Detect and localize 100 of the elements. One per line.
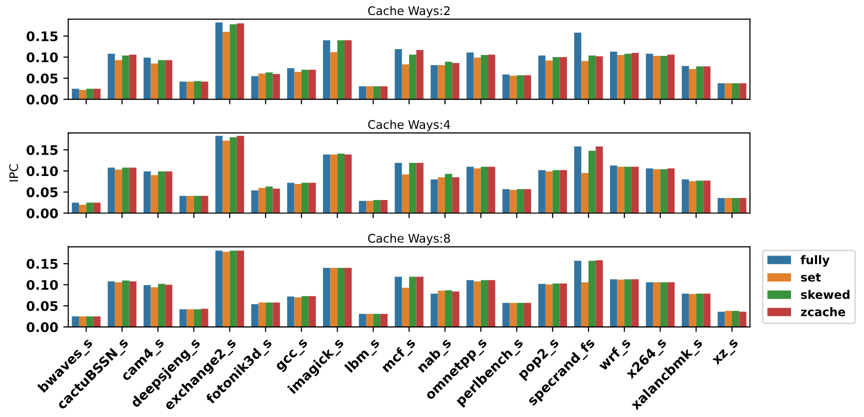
bar	[186, 196, 194, 214]
bar	[251, 76, 258, 100]
bar	[703, 180, 710, 214]
bar	[373, 314, 380, 327]
bar	[488, 54, 496, 100]
bar	[108, 168, 115, 214]
bar	[201, 308, 208, 327]
bar	[165, 284, 172, 327]
bar	[581, 60, 588, 100]
bar	[258, 74, 266, 100]
bar	[179, 196, 187, 214]
bar	[294, 297, 302, 327]
y-tick-label: 0.00	[26, 322, 58, 332]
bar	[344, 40, 352, 100]
bar	[502, 189, 510, 214]
y-tick-label: 0.05	[26, 301, 58, 312]
bar	[545, 60, 553, 100]
bar	[545, 284, 553, 327]
bar	[552, 57, 560, 100]
bar	[444, 62, 452, 100]
bar	[466, 52, 474, 100]
bar	[724, 83, 732, 100]
bar	[179, 82, 187, 100]
bar	[308, 182, 316, 214]
y-axis-title: IPC	[9, 164, 18, 182]
y-tick-label: 0.10	[26, 52, 58, 62]
bar	[596, 260, 603, 327]
bar	[366, 86, 374, 100]
bar	[682, 66, 689, 100]
bar	[266, 302, 273, 327]
bar	[610, 52, 618, 100]
bar	[272, 302, 280, 327]
bar	[409, 54, 416, 100]
bar	[72, 88, 80, 100]
bar	[158, 171, 166, 214]
bar	[474, 168, 481, 214]
bar	[272, 188, 280, 214]
bar	[402, 174, 410, 214]
bar	[488, 280, 496, 327]
bar	[574, 32, 582, 100]
bar	[430, 179, 438, 214]
bar	[322, 268, 330, 327]
bar	[524, 75, 532, 100]
bar	[230, 24, 237, 100]
bar	[222, 140, 230, 214]
bar	[150, 63, 158, 100]
bar	[438, 290, 445, 327]
chart-title: Cache Ways:2	[368, 6, 450, 18]
bar	[93, 202, 101, 214]
bar	[409, 276, 416, 327]
bar	[322, 154, 330, 214]
legend-label: fully	[800, 255, 830, 267]
bar	[438, 65, 445, 100]
bar	[480, 55, 488, 100]
bar	[724, 198, 732, 214]
bar	[366, 314, 374, 327]
bar	[624, 166, 632, 214]
bar	[236, 136, 244, 214]
bar	[416, 50, 424, 100]
bar	[510, 302, 517, 327]
bar	[502, 302, 510, 327]
bar	[129, 281, 136, 327]
bar	[144, 58, 151, 100]
y-tick-label: 0.00	[26, 94, 58, 105]
bar	[617, 55, 624, 100]
bar	[93, 88, 101, 100]
bar	[574, 260, 582, 327]
bar	[588, 55, 596, 100]
bar	[610, 279, 618, 327]
bar	[380, 314, 388, 327]
bar	[510, 76, 517, 100]
bar	[474, 58, 481, 100]
bar	[444, 290, 452, 327]
bar	[287, 296, 294, 327]
bar	[251, 190, 258, 214]
bar	[682, 179, 689, 214]
bar	[480, 166, 488, 214]
bar	[337, 154, 345, 214]
bar	[660, 169, 668, 214]
bar	[646, 54, 654, 100]
bar	[524, 302, 532, 327]
bar	[358, 314, 366, 327]
bar	[703, 294, 710, 327]
bar	[610, 165, 618, 214]
bar	[502, 74, 510, 100]
bar	[287, 68, 294, 100]
bar	[380, 200, 388, 214]
bar	[632, 166, 639, 214]
bar	[215, 250, 223, 327]
bar	[150, 175, 158, 214]
bar	[230, 137, 237, 214]
bar	[617, 280, 624, 327]
bar	[330, 52, 338, 100]
bar	[366, 200, 374, 214]
bar	[624, 279, 632, 327]
bar	[438, 177, 445, 214]
bar	[696, 180, 704, 214]
bar	[93, 316, 101, 327]
bar	[122, 168, 130, 214]
bar	[510, 190, 517, 214]
